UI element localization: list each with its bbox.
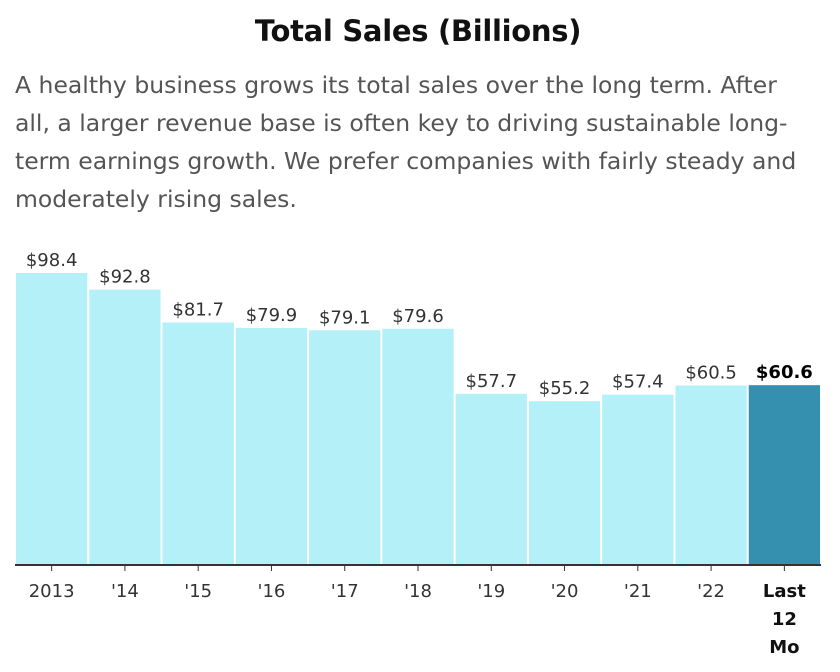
x-tick-label-3: '16 <box>258 581 286 602</box>
x-tick-label-9: '22 <box>697 581 725 602</box>
x-tick-label-8: '21 <box>624 581 652 602</box>
value-label-9: $60.5 <box>685 362 737 383</box>
x-ticks-group <box>51 565 785 571</box>
value-label-5: $79.6 <box>392 306 444 327</box>
bar-6 <box>455 393 527 565</box>
value-label-10: $60.6 <box>756 362 813 383</box>
value-label-3: $79.9 <box>246 305 298 326</box>
bar-9 <box>675 385 747 565</box>
bar-4 <box>309 330 381 565</box>
value-labels-group: $98.4 $92.8 $81.7 $79.9 $79.1 $79.6 $57.7 $55.2… <box>26 250 813 399</box>
bar-1 <box>89 289 161 565</box>
x-tick-label-10: Last 12 Mo <box>763 581 806 658</box>
value-label-6: $57.7 <box>466 371 518 392</box>
bar-5 <box>382 328 454 565</box>
value-label-4: $79.1 <box>319 307 371 328</box>
bar-10 <box>748 385 820 565</box>
bar-8 <box>602 394 674 565</box>
x-tick-label-7: '20 <box>551 581 579 602</box>
bar-0 <box>16 273 88 565</box>
bars-group <box>16 273 820 565</box>
chart-description: A healthy business grows its total sales… <box>15 71 797 213</box>
bar-2 <box>162 322 234 565</box>
value-label-8: $57.4 <box>612 372 664 393</box>
value-label-7: $55.2 <box>539 378 591 399</box>
x-tick-labels-group: 2013 '14 '15 '16 '17 '18 '19 '20 '21 '22 Last 12 Mo <box>29 581 806 658</box>
value-label-1: $92.8 <box>99 267 151 288</box>
chart-title: Total Sales (Billions) <box>254 14 582 48</box>
bar-3 <box>235 327 308 565</box>
value-label-2: $81.7 <box>172 300 224 321</box>
x-tick-label-2: '15 <box>184 581 212 602</box>
x-tick-label-6: '19 <box>477 581 505 602</box>
x-tick-label-0: 2013 <box>29 581 75 602</box>
x-tick-label-5: '18 <box>404 581 432 602</box>
x-tick-label-1: '14 <box>111 581 139 602</box>
value-label-0: $98.4 <box>26 250 78 271</box>
bar-7 <box>528 401 601 565</box>
x-tick-label-4: '17 <box>331 581 359 602</box>
